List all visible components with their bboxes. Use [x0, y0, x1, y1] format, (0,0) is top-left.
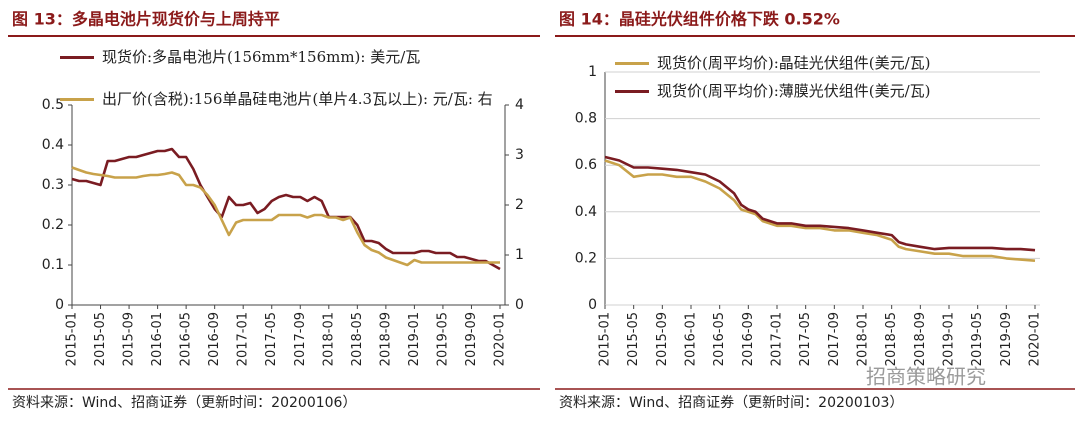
- legend-item: 出厂价(含税):156单晶硅电池片(单片4.3瓦以上): 元/瓦: 右: [60, 86, 500, 112]
- y2-tick-label: 4: [515, 97, 524, 113]
- x-tick-label: 2020-01: [1028, 312, 1043, 366]
- x-tick-label: 2016-01: [684, 312, 699, 366]
- source-note: 资料来源：Wind、招商证券（更新时间：20200103）: [559, 395, 903, 411]
- y2-tick-label: 2: [515, 197, 524, 213]
- legend-swatch: [60, 56, 94, 59]
- y-tick-label: 1: [588, 64, 597, 80]
- x-tick-label: 2017-01: [236, 312, 251, 366]
- y-tick-label: 0.8: [575, 111, 597, 127]
- x-tick-label: 2019-09: [999, 312, 1014, 366]
- y-tick-label: 0.4: [575, 204, 597, 220]
- x-tick-label: 2015-05: [626, 312, 641, 366]
- legend-swatch: [615, 90, 649, 93]
- x-tick-label: 2019-05: [435, 312, 450, 366]
- x-tick-label: 2019-09: [464, 312, 479, 366]
- legend-label: 现货价(周平均价):晶硅光伏组件(美元/瓦): [657, 54, 931, 72]
- series-line: [71, 166, 500, 267]
- x-tick-label: 2016-05: [712, 312, 727, 366]
- legend-item: 现货价(周平均价):晶硅光伏组件(美元/瓦): [615, 50, 1035, 76]
- legend-label: 出厂价(含税):156单晶硅电池片(单片4.3瓦以上): 元/瓦: 右: [102, 90, 493, 108]
- y2-tick-label: 1: [515, 247, 524, 263]
- x-tick-label: 2020-01: [493, 312, 508, 366]
- legend-label: 现货价:多晶电池片(156mm*156mm): 美元/瓦: [102, 48, 421, 66]
- x-tick-label: 2018-01: [856, 312, 871, 366]
- legend-swatch: [60, 98, 94, 101]
- y2-tick-label: 3: [515, 147, 524, 163]
- legend-swatch: [615, 62, 649, 65]
- x-tick-label: 2019-01: [407, 312, 422, 366]
- source-note: 资料来源：Wind、招商证券（更新时间：20200106）: [12, 395, 356, 411]
- chart-title: 图 13：多晶电池片现货价与上周持平: [12, 10, 280, 29]
- x-tick-label: 2019-01: [942, 312, 957, 366]
- x-tick-label: 2018-09: [913, 312, 928, 366]
- x-tick-label: 2015-05: [93, 312, 108, 366]
- x-tick-label: 2017-09: [293, 312, 308, 366]
- legend-label: 现货价(周平均价):薄膜光伏组件(美元/瓦): [657, 82, 931, 100]
- x-tick-label: 2018-09: [378, 312, 393, 366]
- y-tick-label: 0: [55, 297, 64, 313]
- x-tick-label: 2015-09: [655, 312, 670, 366]
- x-tick-label: 2015-01: [65, 312, 80, 366]
- y-tick-label: 0.4: [42, 137, 64, 153]
- x-tick-label: 2018-05: [884, 312, 899, 366]
- x-tick-label: 2017-09: [827, 312, 842, 366]
- y2-tick-label: 0: [515, 297, 524, 313]
- chart-title: 图 14：晶硅光伏组件价格下跌 0.52%: [559, 10, 840, 29]
- x-tick-label: 2016-09: [207, 312, 222, 366]
- y-tick-label: 0: [588, 297, 597, 313]
- watermark: 招商策略研究: [866, 365, 986, 389]
- legend-item: 现货价:多晶电池片(156mm*156mm): 美元/瓦: [60, 44, 500, 70]
- x-tick-label: 2018-05: [350, 312, 365, 366]
- x-tick-label: 2017-05: [264, 312, 279, 366]
- x-tick-label: 2016-01: [150, 312, 165, 366]
- y-tick-label: 0.1: [42, 257, 64, 273]
- x-tick-label: 2016-05: [179, 312, 194, 366]
- y-tick-label: 0.2: [42, 217, 64, 233]
- y-tick-label: 0.3: [42, 177, 64, 193]
- x-tick-label: 2015-09: [122, 312, 137, 366]
- y-tick-label: 0.5: [42, 97, 64, 113]
- x-tick-label: 2015-01: [598, 312, 613, 366]
- series-line: [71, 147, 501, 271]
- series-line: [604, 159, 1036, 262]
- x-tick-label: 2019-05: [970, 312, 985, 366]
- x-tick-label: 2017-05: [798, 312, 813, 366]
- series-line: [604, 155, 1036, 252]
- y-tick-label: 0.2: [575, 250, 597, 266]
- x-tick-label: 2016-09: [741, 312, 756, 366]
- x-tick-label: 2018-01: [321, 312, 336, 366]
- y-tick-label: 0.6: [575, 157, 597, 173]
- x-tick-label: 2017-01: [770, 312, 785, 366]
- legend-item: 现货价(周平均价):薄膜光伏组件(美元/瓦): [615, 78, 1035, 104]
